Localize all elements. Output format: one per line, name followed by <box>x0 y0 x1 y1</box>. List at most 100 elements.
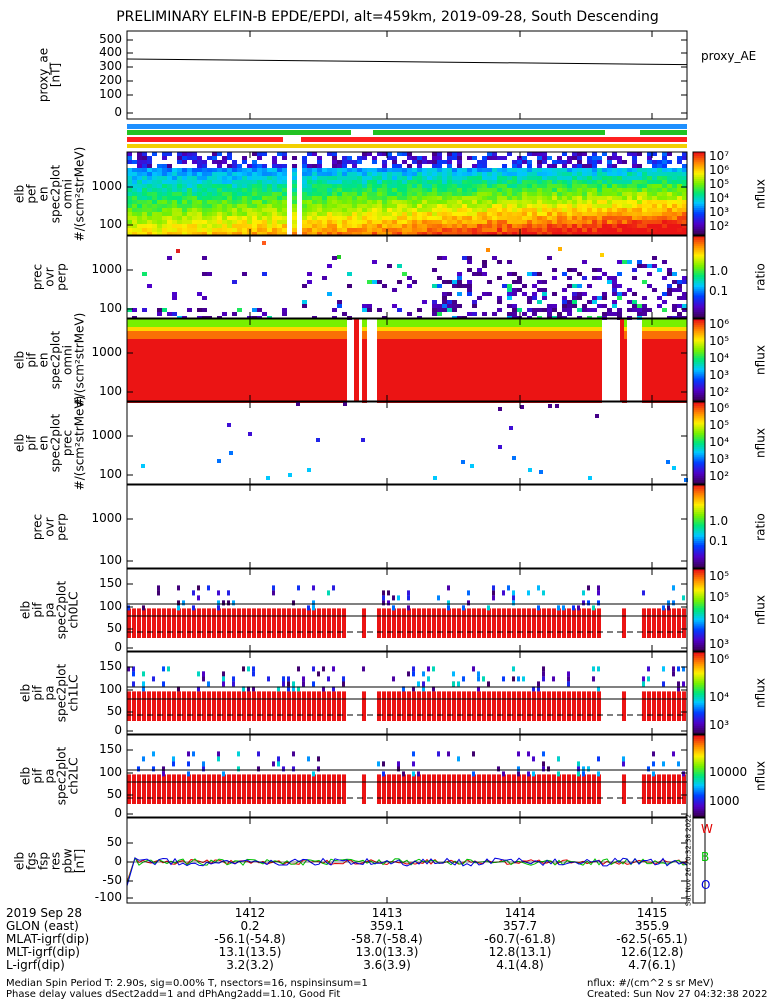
pif-spectrogram-cell <box>397 371 402 375</box>
pa-cell <box>487 691 491 721</box>
pif-spectrogram-cell <box>542 335 547 339</box>
pef-spectrogram-cell <box>252 216 257 220</box>
pif-spectrogram-cell <box>677 323 682 327</box>
pif-spectrogram-cell <box>577 383 582 387</box>
pef-spectrogram-cell <box>427 200 432 204</box>
pef-spectrogram-cell <box>402 176 407 180</box>
pif-spectrogram-cell <box>672 355 677 359</box>
pef-spectrogram-cell <box>387 156 392 160</box>
pef-spectrogram-cell <box>212 180 217 184</box>
pef-spectrogram-cell <box>167 224 172 228</box>
pef-spectrogram-cell <box>392 224 397 228</box>
pef-spectrogram-cell <box>527 224 532 228</box>
pef-spectrogram-cell <box>517 200 522 204</box>
pef-spectrogram-cell <box>632 232 637 236</box>
pef-spectrogram-cell <box>482 192 487 196</box>
pa-cell <box>297 686 300 692</box>
pef-spectrogram-cell <box>412 160 417 164</box>
pif-spectrogram-cell <box>222 347 227 351</box>
pif-spectrogram-cell <box>337 335 342 339</box>
pif-spectrogram-cell <box>292 359 297 363</box>
pef-spectrogram-cell <box>627 212 632 216</box>
pef-spectrogram-cell <box>352 180 357 184</box>
pef-spectrogram-cell <box>292 228 297 232</box>
pif-spectrogram-cell <box>217 327 222 331</box>
pef-spectrogram-cell <box>292 164 297 168</box>
pef-spectrogram-cell <box>522 216 527 220</box>
pef-spectrogram-cell <box>202 228 207 232</box>
pif-spectrogram-cell <box>562 323 567 327</box>
pa-cell <box>142 686 145 692</box>
pef-ratio-cell <box>202 256 207 260</box>
pif-spectrogram-cell <box>172 383 177 387</box>
pif-spectrogram-cell <box>312 367 317 371</box>
pef-spectrogram-cell <box>672 180 677 184</box>
pef-spectrogram-cell <box>377 192 382 196</box>
pif-spectrogram-cell <box>487 391 492 395</box>
pef-spectrogram-cell <box>312 188 317 192</box>
pef-spectrogram-cell <box>132 224 137 228</box>
pif-spectrogram-cell <box>467 323 472 327</box>
pif-spectrogram-cell <box>407 391 412 395</box>
pef-spectrogram-cell <box>507 168 512 172</box>
pif-spectrogram-cell <box>232 375 237 379</box>
pef-spectrogram-cell <box>227 200 232 204</box>
pif-spectrogram-cell <box>587 359 592 363</box>
pef-spectrogram-cell <box>477 168 482 172</box>
pef-spectrogram-cell <box>647 152 652 156</box>
pif-spectrogram-cell <box>252 367 257 371</box>
pef-spectrogram-cell <box>332 228 337 232</box>
pif-spectrogram-cell <box>327 335 332 339</box>
pif-spectrogram-cell <box>312 383 317 387</box>
pif-spectrogram-cell <box>487 367 492 371</box>
pif-spectrogram-cell <box>307 351 312 355</box>
pef-spectrogram-cell <box>572 204 577 208</box>
pif-spectrogram-cell <box>282 331 287 335</box>
pef-spectrogram-cell <box>652 176 657 180</box>
pif-spectrogram-cell <box>342 391 347 395</box>
pif-spectrogram-cell <box>502 339 507 343</box>
pif-spectrogram-cell <box>642 355 647 359</box>
pif-spectrogram-cell <box>332 355 337 359</box>
pef-spectrogram-cell <box>397 204 402 208</box>
pef-spectrogram-cell <box>607 232 612 236</box>
pef-spectrogram-cell <box>242 188 247 192</box>
pif-spectrogram-cell <box>182 351 187 355</box>
pif-spectrogram-cell <box>267 351 272 355</box>
pef-spectrogram-cell <box>562 228 567 232</box>
pef-spectrogram-cell <box>222 156 227 160</box>
pef-spectrogram-cell <box>442 200 447 204</box>
pef-ratio-cell <box>542 288 547 292</box>
pef-ratio-cell <box>377 308 382 312</box>
pef-ratio-cell <box>632 308 637 312</box>
pif-spectrogram-cell <box>192 319 197 323</box>
pif-spectrogram-cell <box>432 335 437 339</box>
pef-spectrogram-cell <box>492 200 497 204</box>
pif-spectrogram-cell <box>312 395 317 399</box>
pef-spectrogram-cell <box>632 180 637 184</box>
pif-spectrogram-cell <box>662 363 667 367</box>
pef-spectrogram-cell <box>612 212 617 216</box>
pif-spectrogram-cell <box>492 351 497 355</box>
pa-cell <box>222 691 226 721</box>
pa-cell <box>502 608 506 638</box>
pef-spectrogram-cell <box>402 196 407 200</box>
pef-spectrogram-cell <box>562 180 567 184</box>
pef-spectrogram-cell <box>387 184 392 188</box>
pef-spectrogram-cell <box>227 168 232 172</box>
pef-spectrogram-cell <box>607 228 612 232</box>
pef-spectrogram-cell <box>622 188 627 192</box>
pif-spectrogram-cell <box>267 327 272 331</box>
pef-ratio-cell <box>282 308 287 312</box>
pef-spectrogram-cell <box>282 204 287 208</box>
pef-spectrogram-cell <box>397 164 402 168</box>
pif-spectrogram-cell <box>422 375 427 379</box>
pef-spectrogram-cell <box>682 200 687 204</box>
pif-spectrogram-cell <box>297 391 302 395</box>
pif-spectrogram-cell <box>457 379 462 383</box>
pef-spectrogram-cell <box>302 168 307 172</box>
pef-spectrogram-cell <box>197 192 202 196</box>
pef-spectrogram-cell <box>642 176 647 180</box>
pef-spectrogram-cell <box>517 224 522 228</box>
pif-spectrogram-cell <box>537 331 542 335</box>
